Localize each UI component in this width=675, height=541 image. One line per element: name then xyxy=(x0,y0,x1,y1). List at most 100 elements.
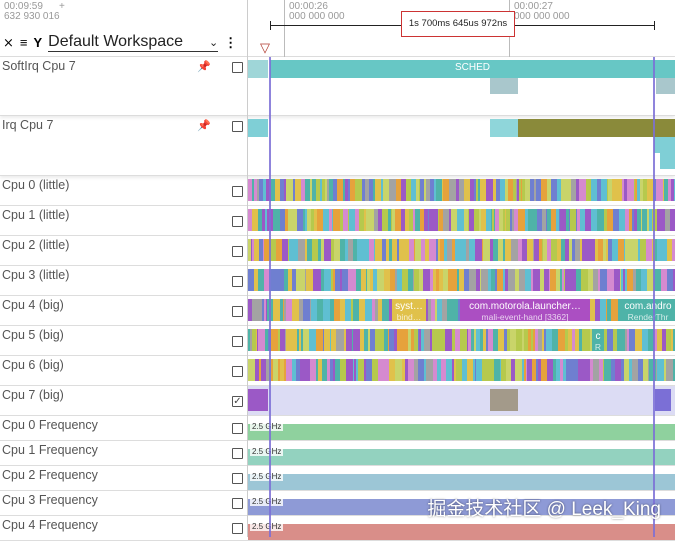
track[interactable]: Cpu 2 Frequency 2.5 GHz xyxy=(0,466,675,491)
watermark: 掘金技术社区 @ Leek_King xyxy=(427,494,661,521)
collapse-all-icon[interactable]: ⨯ xyxy=(3,35,14,51)
slice-title: com.andro xyxy=(618,301,675,312)
track[interactable]: Cpu 4 (big)syst…bind…com.motorola.launch… xyxy=(0,296,675,326)
start-ns: 632 930 016 xyxy=(4,11,60,22)
track-content[interactable] xyxy=(248,116,675,175)
track[interactable]: Cpu 3 (little) xyxy=(0,266,675,296)
track-name: Cpu 3 Frequency xyxy=(2,493,98,507)
list-icon[interactable]: ≡ xyxy=(20,35,28,50)
slice[interactable] xyxy=(654,137,675,153)
track-checkbox[interactable] xyxy=(232,186,243,197)
track[interactable]: Cpu 7 (big) ✓ xyxy=(0,386,675,416)
pin-icon[interactable]: 📌 xyxy=(197,119,211,132)
slice[interactable]: SCHED xyxy=(270,60,675,78)
track-checkbox[interactable] xyxy=(232,306,243,317)
slice-subtitle: RenderThr xyxy=(618,312,675,321)
track[interactable]: Cpu 2 (little) xyxy=(0,236,675,266)
track-checkbox[interactable] xyxy=(232,216,243,227)
track-content[interactable] xyxy=(248,266,675,295)
workspace-select[interactable]: Default Workspace⌄ xyxy=(48,33,218,52)
slice[interactable] xyxy=(248,474,675,490)
track-checkbox[interactable] xyxy=(232,473,243,484)
track[interactable]: Irq Cpu 7📌 xyxy=(0,116,675,176)
track-checkbox[interactable] xyxy=(232,423,243,434)
track-name: Cpu 7 (big) xyxy=(2,388,64,402)
track-content[interactable]: 2.5 GHz xyxy=(248,441,675,465)
slice-title: syst… xyxy=(392,301,426,312)
span-label: 1s 700ms 645us 972ns xyxy=(401,11,515,37)
slice[interactable] xyxy=(490,119,518,137)
slice[interactable] xyxy=(248,449,675,465)
track[interactable]: Cpu 6 (big) xyxy=(0,356,675,386)
timeline-header: 00:09:59 + 632 930 016 00:00:26 000 000 … xyxy=(0,0,675,57)
track-name: Cpu 3 (little) xyxy=(2,268,69,282)
slice[interactable] xyxy=(490,389,518,411)
tick-ns: 000 000 000 xyxy=(514,11,570,22)
slice[interactable] xyxy=(248,424,675,440)
slice[interactable] xyxy=(248,389,268,411)
slice[interactable] xyxy=(248,386,675,415)
track-checkbox[interactable]: ✓ xyxy=(232,396,243,407)
track-checkbox[interactable] xyxy=(232,246,243,257)
slice[interactable] xyxy=(248,60,268,78)
slice-title: com.motorola.launcher… xyxy=(460,301,590,312)
track[interactable]: SoftIrq Cpu 7 📌 SCHED xyxy=(0,57,675,116)
track-checkbox[interactable] xyxy=(232,498,243,509)
track-content[interactable] xyxy=(248,206,675,235)
track-name: Cpu 2 Frequency xyxy=(2,468,98,482)
workspace-label: Default Workspace xyxy=(48,33,183,51)
slice[interactable] xyxy=(518,119,675,137)
slice-title: SCHED xyxy=(455,62,490,73)
slice[interactable]: syst…bind… xyxy=(392,299,426,321)
track[interactable]: Cpu 0 (little) xyxy=(0,176,675,206)
track[interactable]: Cpu 1 (little) xyxy=(0,206,675,236)
track-checkbox[interactable] xyxy=(232,121,243,132)
track[interactable]: Cpu 1 Frequency 2.5 GHz xyxy=(0,441,675,466)
slice[interactable] xyxy=(655,389,671,411)
track-name: Cpu 1 (little) xyxy=(2,208,69,222)
cursor-line-end xyxy=(653,57,655,537)
track-checkbox[interactable] xyxy=(232,62,243,73)
more-menu-icon[interactable]: ⋮ xyxy=(224,35,237,51)
slice[interactable] xyxy=(656,78,675,94)
track-name: Cpu 6 (big) xyxy=(2,358,64,372)
track-content[interactable]: 2.5 GHz xyxy=(248,466,675,490)
slice-subtitle: mali-event-hand [3362] xyxy=(460,312,590,321)
frequency-label: 2.5 GHz xyxy=(250,447,283,456)
slice-title: c xyxy=(592,331,604,342)
pin-icon[interactable]: 📌 xyxy=(197,60,211,73)
track-checkbox[interactable] xyxy=(232,448,243,459)
track-content[interactable]: syst…bind… com.motorola.launcher…mali-eve… xyxy=(248,296,675,325)
track-checkbox[interactable] xyxy=(232,523,243,534)
track-checkbox[interactable] xyxy=(232,366,243,377)
frequency-label: 2.5 GHz xyxy=(250,522,283,531)
track-content[interactable]: 2.5 GHz xyxy=(248,416,675,440)
frequency-label: 2.5 GHz xyxy=(250,472,283,481)
track-checkbox[interactable] xyxy=(232,336,243,347)
frequency-label: 2.5 GHz xyxy=(250,422,283,431)
track-content[interactable] xyxy=(248,386,675,415)
marker-flag-icon[interactable]: ▽ xyxy=(260,40,270,56)
track-name: Cpu 1 Frequency xyxy=(2,443,98,457)
tick-ns: 000 000 000 xyxy=(289,11,345,22)
slice[interactable]: com.motorola.launcher…mali-event-hand [3… xyxy=(460,299,590,321)
slice[interactable] xyxy=(248,119,268,137)
slice[interactable] xyxy=(248,524,675,540)
slice-subtitle: bind… xyxy=(392,312,426,321)
track-checkbox[interactable] xyxy=(232,276,243,287)
track-name: Cpu 5 (big) xyxy=(2,328,64,342)
track-content[interactable] xyxy=(248,236,675,265)
slice[interactable] xyxy=(490,78,518,94)
slice[interactable] xyxy=(660,153,675,169)
filter-icon[interactable]: Y xyxy=(34,35,43,50)
track-name: SoftIrq Cpu 7 xyxy=(2,59,76,73)
track-content[interactable] xyxy=(248,356,675,385)
cursor-line-start xyxy=(269,57,271,537)
track-content[interactable]: SCHED xyxy=(248,57,675,115)
track-content[interactable] xyxy=(248,176,675,205)
